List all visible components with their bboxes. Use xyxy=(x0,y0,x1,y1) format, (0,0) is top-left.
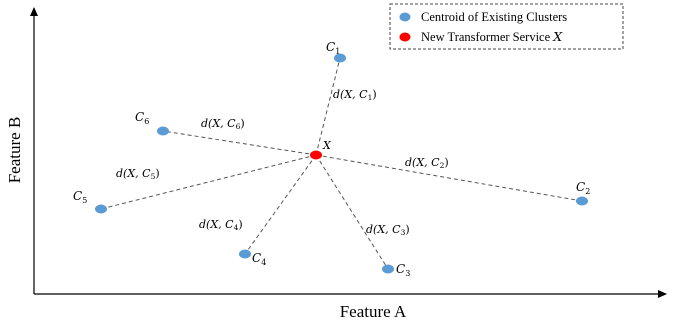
distance-label-c5: d(X, C5) xyxy=(116,167,160,181)
centroid-labels: C1 C2 C3 C4 C5 C6 xyxy=(73,40,590,278)
centroid-c5 xyxy=(95,204,107,214)
distance-line-c5 xyxy=(100,154,317,210)
centroid-label-c1: C1 xyxy=(326,40,340,56)
centroid-c4 xyxy=(239,249,251,259)
centroid-label-c2: C2 xyxy=(576,180,590,196)
distance-line-c6 xyxy=(162,130,317,156)
distance-label-c1: d(X, C1) xyxy=(333,88,377,102)
centroid-c3 xyxy=(382,264,394,274)
distance-label-c6: d(X, C6) xyxy=(201,117,245,131)
distance-label-c3: d(X, C3) xyxy=(366,223,410,237)
centroid-label-c3: C3 xyxy=(396,262,410,278)
distance-line-c1 xyxy=(315,57,341,156)
centroid-c1 xyxy=(334,53,346,63)
distance-lines xyxy=(100,57,583,270)
centroid-label-c6: C6 xyxy=(135,110,149,126)
distance-line-c4 xyxy=(244,154,317,255)
distance-line-c3 xyxy=(315,154,389,270)
legend: Centroid of Existing Clusters New Transf… xyxy=(389,3,624,50)
legend-label-new-service: New Transformer Service X xyxy=(421,29,563,44)
distance-label-c4: d(X, C4) xyxy=(199,218,243,232)
legend-label-centroid: Centroid of Existing Clusters xyxy=(421,10,567,24)
distance-labels: d(X, C1) d(X, C2) d(X, C3) d(X, C4) d(X,… xyxy=(116,88,449,237)
red-ellipse-icon xyxy=(399,32,411,42)
distance-line-c2 xyxy=(315,154,583,202)
centroid-label-c5: C5 xyxy=(73,189,87,205)
centroid-label-c4: C4 xyxy=(252,251,266,267)
x-axis-label: Feature A xyxy=(340,302,407,321)
distance-label-c2: d(X, C2) xyxy=(405,156,449,170)
centroid-c6 xyxy=(157,126,169,136)
centroids xyxy=(95,53,588,274)
new-service-point xyxy=(310,150,322,160)
legend-box xyxy=(389,3,624,50)
new-service-label: X xyxy=(322,139,332,152)
blue-ellipse-icon xyxy=(399,12,411,22)
centroid-c2 xyxy=(576,196,588,206)
y-axis-label: Feature B xyxy=(5,117,24,184)
